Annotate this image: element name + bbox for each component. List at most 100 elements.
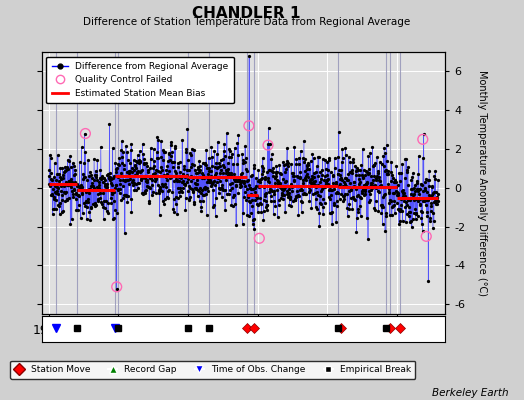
Point: [369, 162, 378, 168]
Point: [68, 216, 76, 222]
Point: [207, 172, 215, 179]
Point: [389, 175, 397, 181]
Point: [423, 197, 432, 204]
Point: [341, 191, 349, 198]
Point: [140, 159, 148, 166]
Point: [116, 181, 124, 187]
Point: [262, 204, 270, 210]
Point: [230, 176, 238, 182]
Point: [217, 157, 225, 163]
Point: [337, 158, 346, 165]
Point: [339, 193, 347, 200]
Point: [365, 199, 374, 205]
Point: [188, 146, 196, 152]
Point: [312, 163, 321, 169]
Point: [115, 161, 123, 168]
Point: [67, 163, 75, 170]
Point: [250, 185, 259, 191]
Point: [346, 168, 354, 175]
Point: [250, 162, 258, 168]
Point: [139, 191, 147, 198]
Point: [413, 186, 421, 193]
Point: [196, 190, 205, 196]
Point: [163, 162, 172, 169]
Point: [364, 170, 372, 177]
Point: [328, 187, 336, 193]
Point: [163, 171, 171, 178]
Point: [149, 188, 157, 195]
Point: [411, 206, 419, 212]
Point: [429, 199, 438, 205]
Point: [307, 180, 315, 186]
Point: [298, 209, 306, 215]
Point: [159, 157, 167, 163]
Point: [343, 191, 352, 198]
Point: [174, 178, 183, 184]
Point: [388, 203, 397, 210]
Point: [396, 206, 405, 213]
Point: [351, 162, 359, 169]
Point: [156, 186, 165, 192]
Point: [245, 213, 254, 219]
Point: [350, 179, 358, 185]
Point: [45, 181, 53, 188]
Point: [275, 202, 283, 208]
Point: [113, 164, 121, 171]
Point: [67, 179, 75, 186]
Point: [200, 192, 209, 198]
Point: [334, 190, 342, 196]
Point: [145, 173, 153, 180]
Point: [281, 166, 290, 172]
Point: [158, 188, 166, 194]
Point: [361, 186, 369, 193]
Point: [133, 159, 141, 166]
Point: [269, 210, 278, 217]
Point: [211, 164, 220, 170]
Point: [75, 159, 84, 165]
Point: [320, 183, 329, 190]
Point: [431, 198, 439, 204]
Point: [127, 209, 136, 216]
Point: [208, 163, 216, 169]
Point: [151, 190, 160, 196]
Point: [386, 198, 395, 204]
Point: [237, 179, 245, 186]
Point: [387, 168, 396, 175]
Point: [420, 179, 429, 186]
Point: [56, 211, 64, 218]
Point: [232, 182, 240, 189]
Point: [198, 160, 206, 166]
Point: [258, 171, 266, 178]
Point: [185, 185, 194, 191]
Point: [80, 200, 88, 206]
Point: [427, 194, 435, 200]
Point: [263, 207, 271, 213]
Point: [247, 173, 255, 179]
Point: [198, 187, 206, 193]
Point: [246, 185, 254, 192]
Point: [339, 182, 347, 189]
Point: [211, 212, 220, 219]
Point: [78, 190, 86, 197]
Point: [219, 170, 227, 176]
Point: [419, 188, 427, 194]
Point: [104, 171, 112, 178]
Point: [345, 200, 353, 207]
Point: [354, 191, 363, 198]
Point: [216, 163, 225, 169]
Point: [173, 210, 181, 217]
Point: [389, 198, 398, 204]
Point: [261, 191, 269, 198]
Point: [228, 194, 237, 200]
Point: [110, 189, 118, 195]
Point: [306, 179, 314, 185]
Point: [84, 196, 93, 202]
Point: [327, 192, 335, 198]
Point: [293, 192, 302, 198]
Point: [429, 210, 438, 216]
Point: [162, 167, 170, 173]
Point: [309, 178, 318, 185]
Point: [145, 184, 153, 190]
Point: [179, 172, 187, 178]
Point: [428, 184, 436, 190]
